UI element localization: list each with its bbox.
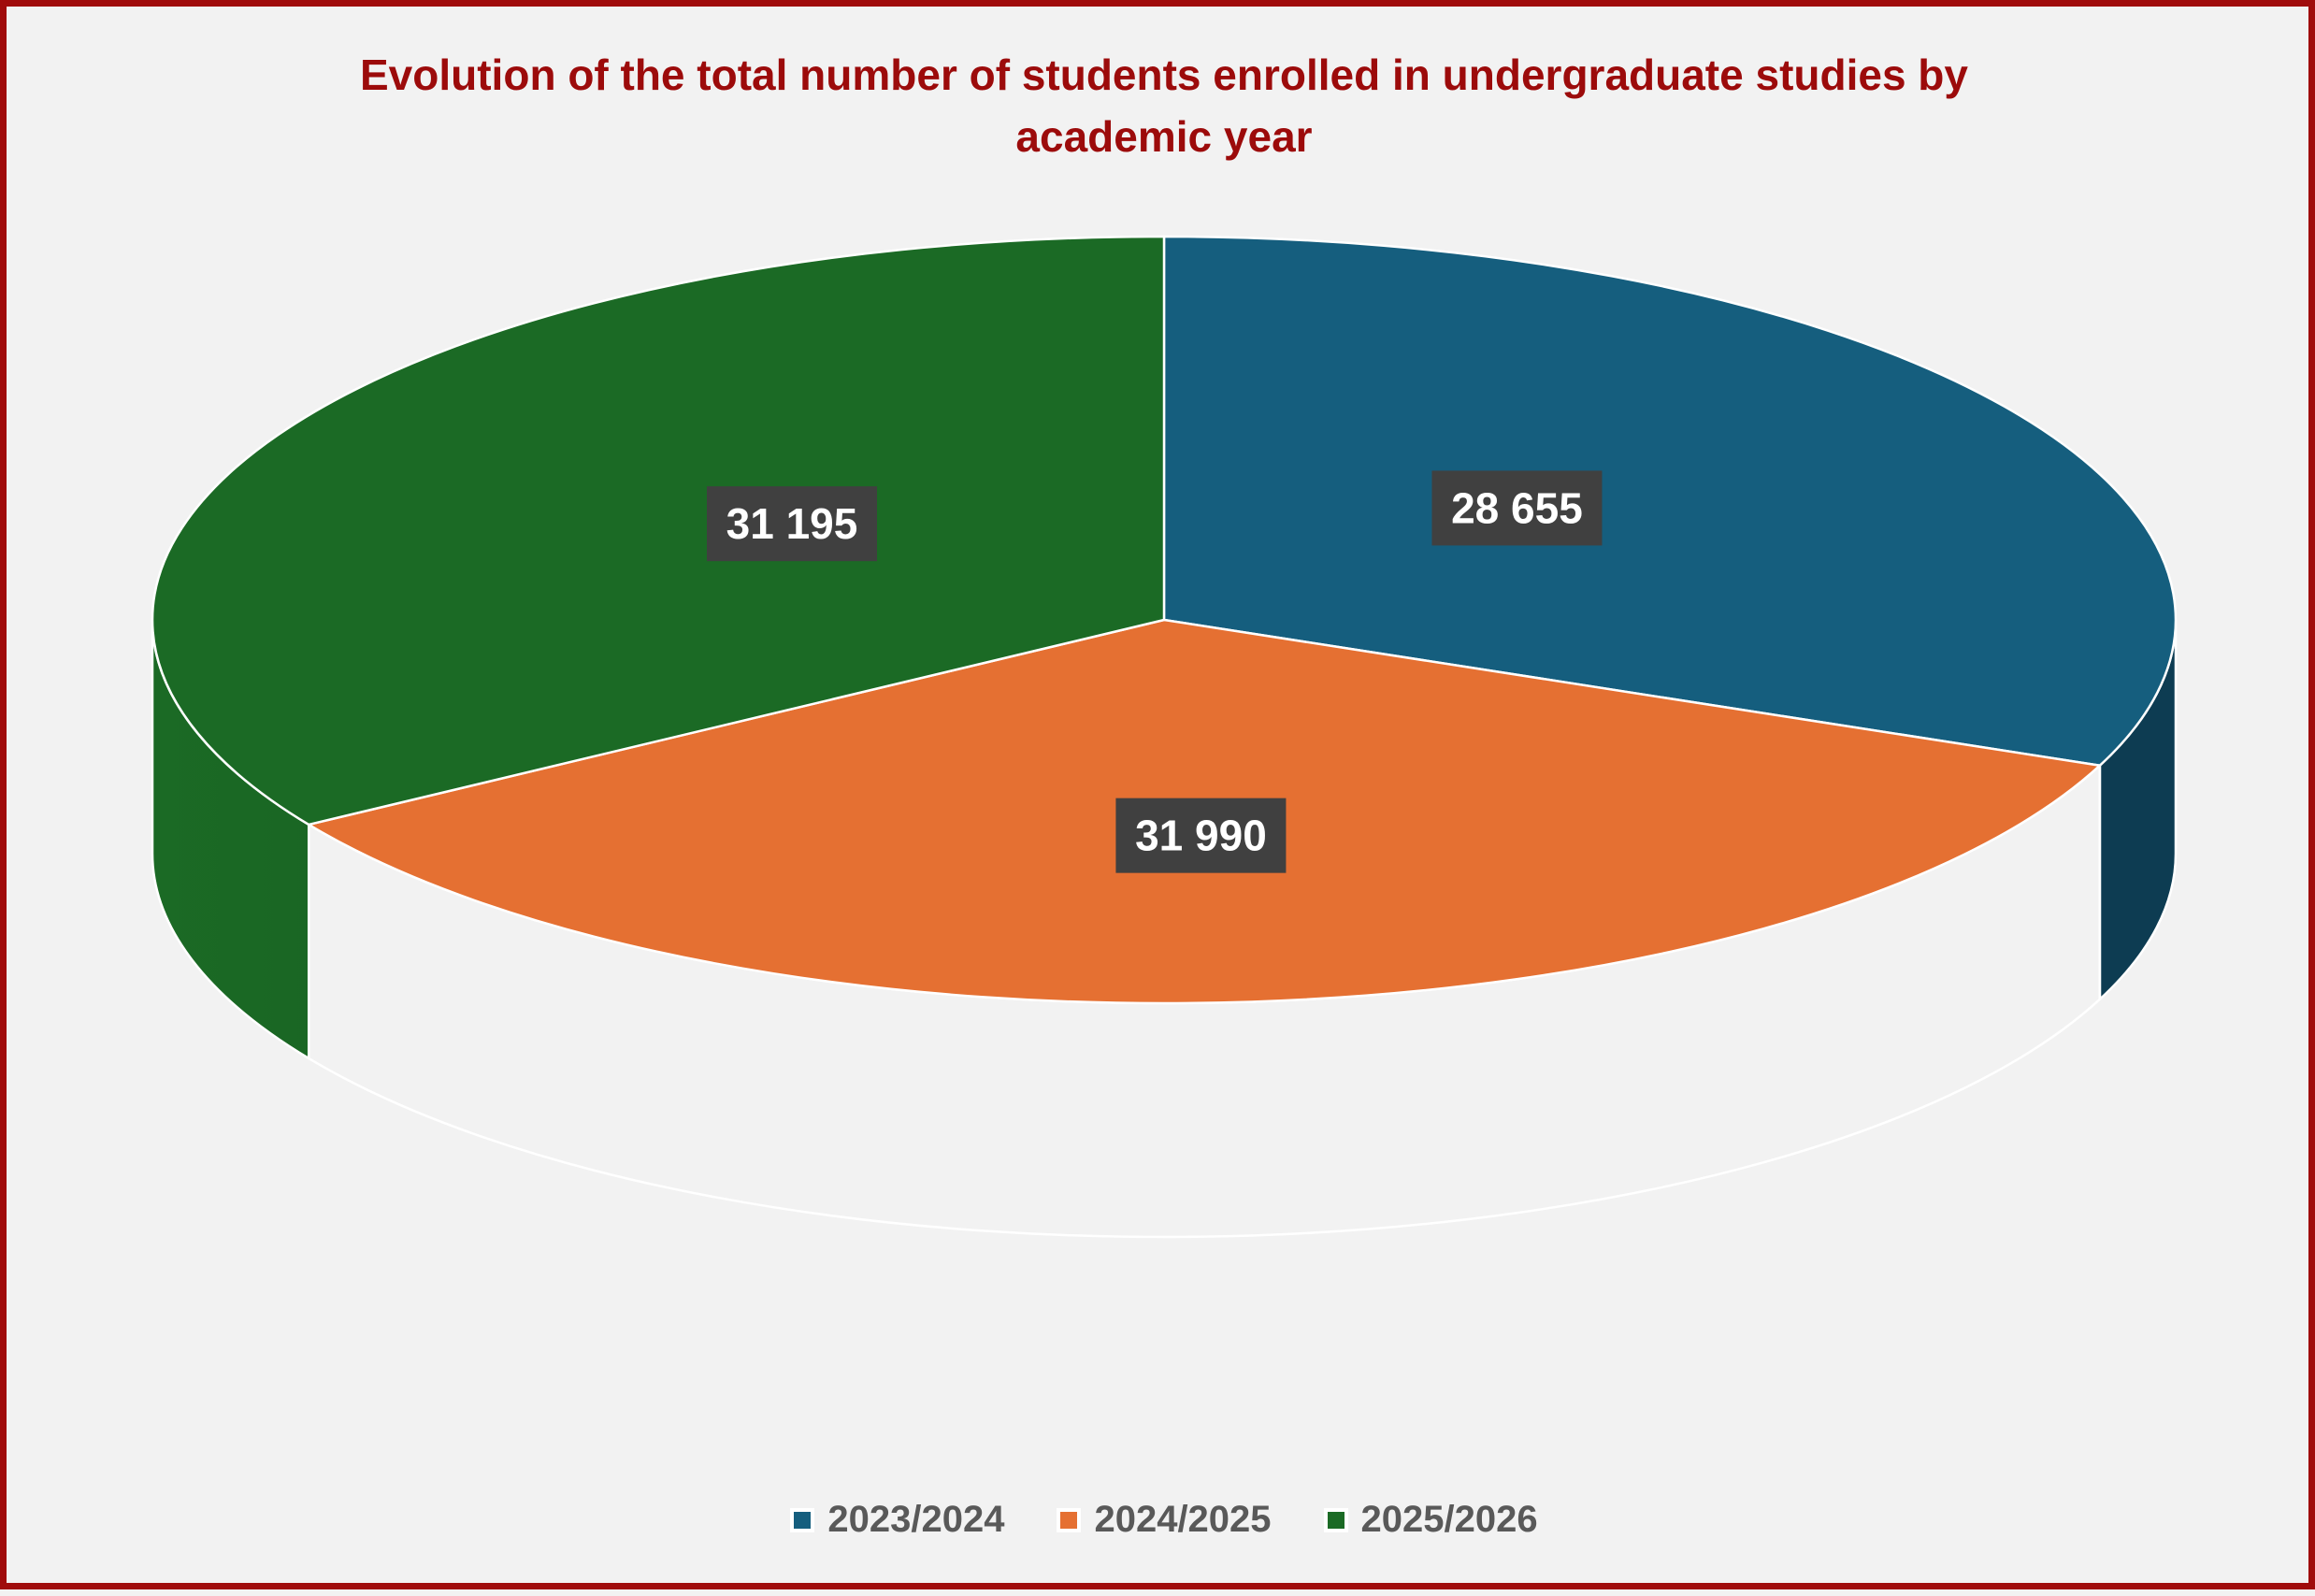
chart-title-line-2: academic year	[1015, 112, 1313, 161]
pie-slice-2023-2024[interactable]	[1162, 235, 2178, 767]
legend-swatch-2023-2024	[790, 1507, 815, 1532]
data-label-box-2023-2024	[1431, 470, 1603, 546]
data-label-2024-2025: 31 990	[1135, 812, 1267, 860]
legend-label-2025-2026: 2025/2026	[1360, 1499, 1538, 1540]
legend: 2023/2024 2024/2025 2025/2026	[7, 1499, 2315, 1541]
legend-item-2025-2026[interactable]: 2025/2026	[1323, 1499, 1538, 1541]
data-label-box-2024-2025	[1115, 798, 1287, 873]
pie-chart: 28 655 31 990 31 195	[151, 235, 2178, 1239]
legend-item-2024-2025[interactable]: 2024/2025	[1057, 1499, 1272, 1541]
legend-item-2023-2024[interactable]: 2023/2024	[790, 1499, 1004, 1541]
legend-swatch-2025-2026	[1323, 1507, 1348, 1532]
legend-label-2024-2025: 2024/2025	[1094, 1499, 1272, 1540]
pie-slice-2025-2026[interactable]	[151, 235, 1166, 827]
chart-title: Evolution of the total number of student…	[7, 44, 2315, 167]
legend-swatch-2024-2025	[1057, 1507, 1082, 1532]
chart-title-line-1: Evolution of the total number of student…	[360, 50, 1968, 99]
legend-label-2023-2024: 2023/2024	[827, 1499, 1005, 1540]
data-label-box-2025-2026	[707, 486, 877, 562]
data-label-2023-2024: 28 655	[1451, 483, 1583, 532]
data-label-2025-2026: 31 195	[726, 499, 858, 548]
